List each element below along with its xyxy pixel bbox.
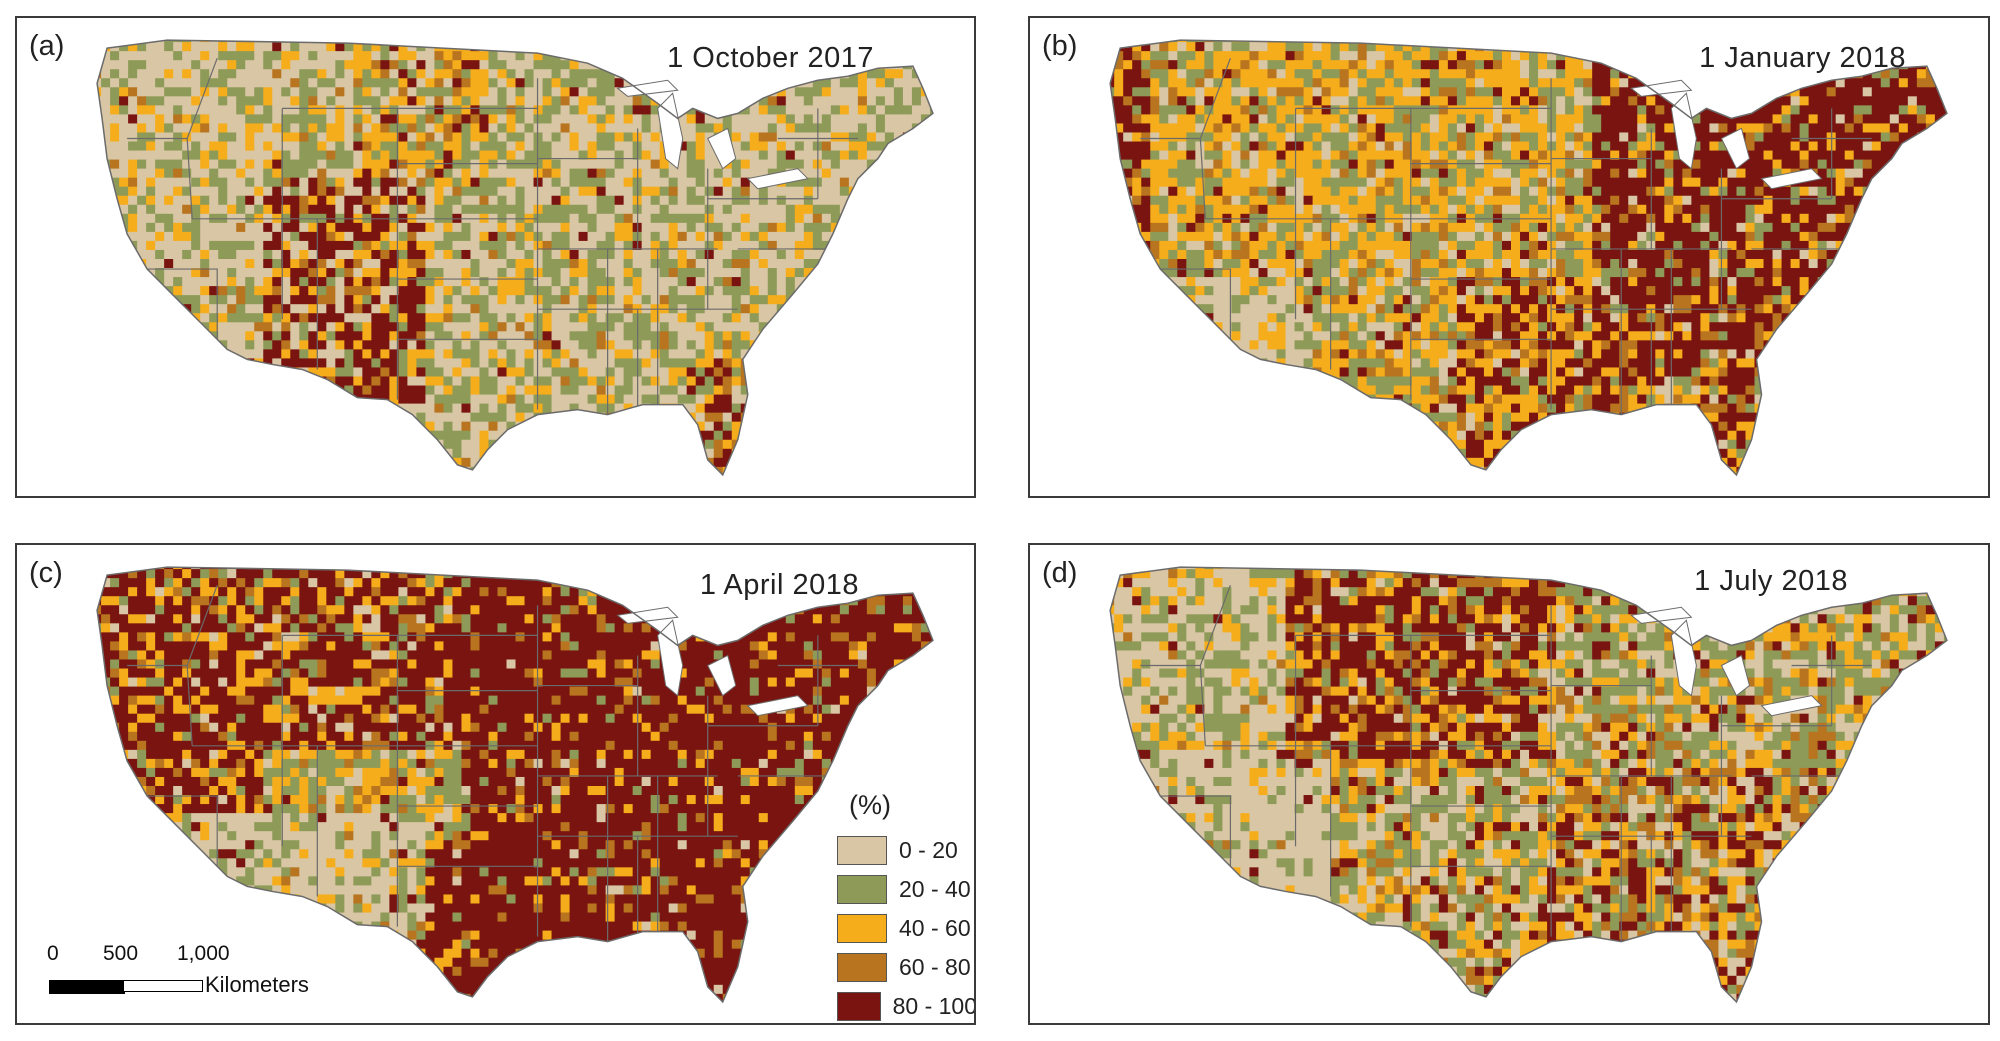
legend-item: 0 - 20: [837, 831, 974, 870]
great-lake: [1760, 168, 1823, 190]
state-border: [186, 584, 218, 666]
great-lake: [616, 606, 679, 624]
state-border: [1140, 137, 1206, 219]
legend-swatch: [837, 914, 887, 943]
great-lake: [1760, 695, 1823, 717]
us-outline: [96, 39, 934, 477]
panel-label: (c): [29, 557, 63, 589]
us-map-c: [96, 566, 934, 1004]
legend: (%) 0 - 20 20 - 40 40 - 60 60 - 80 80 - …: [837, 790, 976, 1023]
great-lake: [1630, 79, 1693, 97]
great-lake: [1630, 606, 1693, 624]
panel-date: 1 January 2018: [1699, 42, 1906, 74]
panel-date: 1 April 2018: [699, 569, 859, 601]
scale-tick-label: 0: [47, 942, 59, 965]
legend-swatch: [837, 953, 887, 982]
state-border: [186, 57, 218, 139]
great-lake: [657, 92, 684, 170]
legend-label: 0 - 20: [899, 837, 958, 863]
great-lake: [1670, 619, 1697, 697]
legend-label: 60 - 80: [899, 954, 971, 980]
legend-item: 40 - 60: [837, 909, 974, 948]
legend-item: 20 - 40: [837, 870, 974, 909]
great-lake: [746, 695, 809, 717]
panel-label: (d): [1042, 557, 1078, 589]
scale-bar-black-segment: [49, 980, 125, 994]
great-lake: [616, 79, 679, 97]
scale-tick-label: 1,000: [177, 942, 230, 965]
state-border: [1199, 584, 1231, 666]
legend-label: 80 - 100: [892, 993, 976, 1019]
great-lake: [746, 168, 809, 190]
legend-swatch: [837, 836, 887, 865]
legend-label: 40 - 60: [899, 915, 971, 941]
great-lake: [1670, 92, 1697, 170]
scale-bar: 0 500 1,000 Kilometers: [37, 942, 327, 1002]
legend-label: 20 - 40: [899, 876, 971, 902]
panel-label: (b): [1042, 30, 1078, 62]
legend-item: 60 - 80: [837, 948, 974, 987]
state-border: [1160, 795, 1232, 882]
great-lake: [707, 654, 737, 697]
us-map-b: [1109, 39, 1948, 477]
state-border: [1140, 664, 1206, 746]
state-border: [1160, 268, 1232, 355]
great-lake: [1720, 127, 1751, 170]
map-panel-c: (c) 1 April 2018 (%) 0 - 20 20 - 40 40 -…: [15, 543, 976, 1025]
us-map-a: [96, 39, 934, 477]
state-border: [147, 795, 218, 882]
legend-title: (%): [849, 790, 891, 820]
map-panel-d: (d) 1 July 2018: [1028, 543, 1990, 1025]
us-outline: [1109, 39, 1948, 477]
great-lake: [1720, 654, 1751, 697]
us-outline: [96, 566, 934, 1004]
scale-bar-white-segment: [123, 980, 203, 992]
scale-ticks: 0 500 1,000: [37, 942, 327, 968]
legend-swatch: [837, 875, 887, 904]
us-outline: [1109, 566, 1948, 1004]
us-map-d: [1109, 566, 1948, 1004]
panel-label: (a): [29, 30, 65, 62]
map-panel-b: (b) 1 January 2018: [1028, 16, 1990, 498]
great-lake: [707, 127, 737, 170]
panel-date: 1 October 2017: [667, 42, 874, 74]
great-lake: [657, 619, 684, 697]
scale-unit: Kilometers: [205, 972, 309, 997]
legend-item: 80 - 100: [837, 987, 976, 1023]
state-border: [147, 268, 218, 355]
scale-tick-label: 500: [103, 942, 139, 965]
map-panel-a: (a) 1 October 2017: [15, 16, 976, 498]
state-border: [1199, 57, 1231, 139]
panel-date: 1 July 2018: [1694, 565, 1848, 597]
legend-swatch: [837, 992, 881, 1021]
